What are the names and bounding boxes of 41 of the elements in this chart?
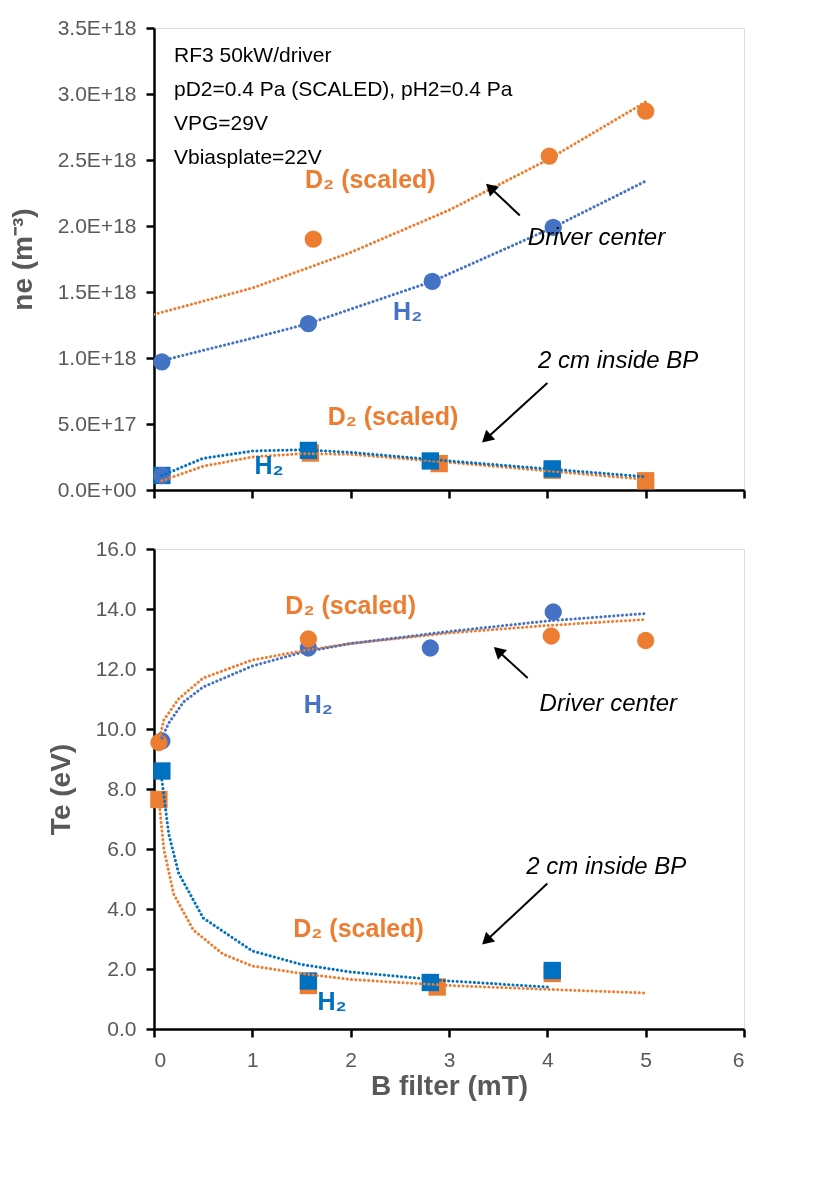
y-tick-label: 2.0 <box>107 956 137 980</box>
y-tick-label: 1.0E+18 <box>57 345 137 369</box>
y-tick-label: 1.5E+18 <box>57 279 137 303</box>
y-tick-label: 8.0 <box>107 776 137 800</box>
y-tick-label: 0.0 <box>107 1016 137 1040</box>
y-tick-label: 4.0 <box>107 896 137 920</box>
y-tick-label: 5.0E+17 <box>57 411 137 435</box>
annotation: VPG=29V <box>174 111 268 134</box>
series-label: H₂ <box>393 296 423 325</box>
x-tick-label: 5 <box>640 1047 653 1071</box>
annotation: pD2=0.4 Pa (SCALED), pH2=0.4 Pa <box>174 77 513 100</box>
series-label: H₂ <box>254 451 284 480</box>
y-tick-label: 2.0E+18 <box>57 213 137 237</box>
y-tick-label: 12.0 <box>95 656 137 680</box>
x-tick-label: 0 <box>154 1047 167 1071</box>
x-axis-title: B filter (mT) <box>370 1069 529 1101</box>
y-tick-label: 3.5E+18 <box>57 15 137 39</box>
y-tick-label: 2.5E+18 <box>57 147 137 171</box>
x-tick-label: 3 <box>443 1047 456 1071</box>
annotation: 2 cm inside BP <box>537 345 699 373</box>
y-tick-label: 3.0E+18 <box>57 81 137 105</box>
y-tick-label: 0.0E+00 <box>57 477 137 501</box>
series-label: H₂ <box>317 987 347 1015</box>
series-label: D₂ (scaled) <box>293 913 424 942</box>
x-tick-label: 4 <box>541 1047 554 1071</box>
series-label: D₂ (scaled) <box>285 591 416 619</box>
annotation: Driver center <box>539 688 678 716</box>
series-label: H₂ <box>303 690 333 718</box>
y-tick-label: 6.0 <box>107 836 137 860</box>
y-tick-label: 14.0 <box>95 596 137 620</box>
annotation: 2 cm inside BP <box>525 852 687 879</box>
y-tick-label: 10.0 <box>95 716 137 740</box>
x-tick-label: 1 <box>246 1047 259 1071</box>
series-label: D₂ (scaled) <box>327 402 459 431</box>
y-axis-title: Te (eV) <box>44 743 76 836</box>
x-tick-label: 6 <box>732 1047 745 1071</box>
x-tick-label: 2 <box>345 1047 358 1071</box>
y-axis-title: ne (m⁻³) <box>6 208 38 311</box>
y-tick-label: 16.0 <box>95 536 137 560</box>
annotation: Driver center <box>527 222 667 250</box>
annotation: RF3 50kW/driver <box>174 43 332 66</box>
